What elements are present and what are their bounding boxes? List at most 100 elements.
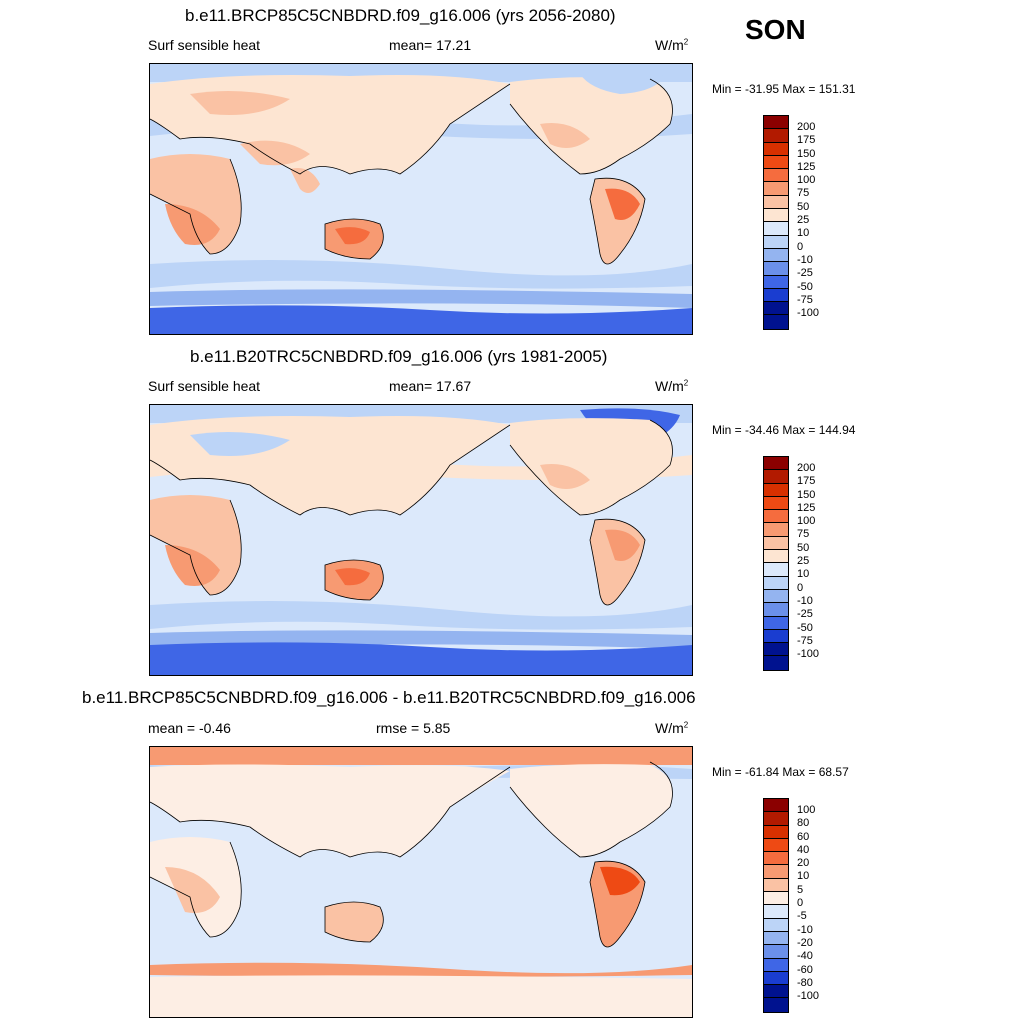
panel2-colorbar — [763, 456, 789, 671]
colorbar-swatch — [764, 985, 788, 999]
colorbar-tick-label: 10 — [797, 227, 810, 240]
colorbar-swatch — [764, 971, 788, 986]
colorbar-swatch — [764, 918, 788, 932]
panel3-colorbar — [763, 798, 789, 1013]
colorbar-tick-label: 50 — [797, 541, 810, 554]
panel1-minmax: Min = -31.95 Max = 151.31 — [712, 82, 856, 96]
colorbar-tick-label: -80 — [797, 976, 813, 989]
colorbar-swatch — [764, 275, 788, 289]
panel1-mean-label: mean= 17.21 — [389, 37, 472, 53]
colorbar-swatch — [764, 589, 788, 604]
colorbar-tick-label: -10 — [797, 923, 813, 936]
colorbar-swatch — [764, 288, 788, 303]
colorbar-swatch — [764, 169, 788, 183]
colorbar-swatch — [764, 457, 788, 471]
colorbar-tick-label: 100 — [797, 174, 816, 187]
season-label: SON — [745, 14, 806, 45]
colorbar-tick-label: -40 — [797, 950, 813, 963]
colorbar-swatch — [764, 142, 788, 156]
colorbar-swatch — [764, 603, 788, 617]
colorbar-swatch — [764, 536, 788, 551]
colorbar-tick-label: 75 — [797, 528, 810, 541]
colorbar-swatch — [764, 523, 788, 537]
panel3-title: b.e11.BRCP85C5CNBDRD.f09_g16.006 - b.e11… — [82, 688, 696, 707]
colorbar-swatch — [764, 496, 788, 511]
colorbar-swatch — [764, 958, 788, 972]
colorbar-tick-label: 40 — [797, 843, 810, 856]
colorbar-swatch — [764, 865, 788, 879]
panel2-units: W/m2 — [655, 378, 689, 394]
colorbar-swatch — [764, 905, 788, 919]
colorbar-swatch — [764, 222, 788, 236]
colorbar-tick-label: 0 — [797, 240, 804, 253]
colorbar-swatch — [764, 812, 788, 826]
colorbar-tick-label: -20 — [797, 936, 813, 949]
colorbar-swatch — [764, 656, 788, 670]
colorbar-swatch — [764, 799, 788, 813]
panel3-rmse-label: rmse = 5.85 — [376, 720, 451, 736]
colorbar-swatch — [764, 470, 788, 484]
colorbar-tick-label: -75 — [797, 293, 813, 306]
colorbar-swatch — [764, 825, 788, 839]
panel1-map — [149, 63, 693, 335]
colorbar-tick-label: 175 — [797, 475, 816, 488]
colorbar-swatch — [764, 116, 788, 130]
panel3-map — [149, 746, 693, 1018]
panel1-colorbar-labels: 200 175 150 125 100 75 50 25 10 0 -10 -25 -50 -75 -100 — [797, 115, 819, 319]
colorbar-tick-label: -75 — [797, 634, 813, 647]
colorbar-swatch — [764, 483, 788, 497]
colorbar-swatch — [764, 852, 788, 866]
colorbar-tick-label: -10 — [797, 594, 813, 607]
colorbar-tick-label: -50 — [797, 280, 813, 293]
panel2-colorbar-labels: 200 175 150 125 100 75 50 25 10 0 -10 -25 -50 -75 -100 — [797, 456, 819, 660]
panel3-units: W/m2 — [655, 720, 689, 736]
panel1-variable-label: Surf sensible heat — [148, 37, 261, 53]
colorbar-tick-label: 100 — [797, 804, 816, 816]
colorbar-tick-label: -100 — [797, 648, 820, 661]
colorbar-tick-label: 75 — [797, 187, 810, 200]
colorbar-swatch — [764, 878, 788, 893]
colorbar-swatch — [764, 892, 788, 906]
colorbar-tick-label: -60 — [797, 963, 813, 976]
colorbar-swatch — [764, 550, 788, 564]
colorbar-tick-label: -5 — [797, 910, 807, 923]
colorbar-tick-label: -25 — [797, 267, 813, 280]
colorbar-tick-label: -25 — [797, 608, 813, 621]
colorbar-swatch — [764, 576, 788, 590]
colorbar-swatch — [764, 129, 788, 143]
panel3-mean-label: mean = -0.46 — [148, 720, 231, 736]
colorbar-swatch — [764, 629, 788, 644]
colorbar-swatch — [764, 195, 788, 210]
panel1-colorbar — [763, 115, 789, 330]
colorbar-tick-label: 25 — [797, 555, 810, 568]
colorbar-swatch — [764, 838, 788, 853]
colorbar-swatch — [764, 302, 788, 316]
colorbar-tick-label: 125 — [797, 160, 816, 173]
colorbar-tick-label: 175 — [797, 134, 816, 147]
colorbar-tick-label: 125 — [797, 501, 816, 514]
colorbar-swatch — [764, 510, 788, 524]
colorbar-tick-label: -100 — [797, 990, 820, 1003]
colorbar-tick-label: 150 — [797, 147, 816, 160]
panel3-minmax: Min = -61.84 Max = 68.57 — [712, 765, 849, 779]
colorbar-swatch — [764, 998, 788, 1012]
panel3-colorbar-labels: 100 80 60 40 20 10 5 0 -5 -10 -20 -40 -60 -80 -100 — [797, 798, 819, 1002]
colorbar-tick-label: 0 — [797, 897, 804, 910]
colorbar-tick-label: 150 — [797, 488, 816, 501]
panel2-mean-label: mean= 17.67 — [389, 378, 472, 394]
panel2-map — [149, 404, 693, 676]
colorbar-tick-label: 200 — [797, 121, 816, 133]
colorbar-tick-label: 5 — [797, 883, 804, 896]
panel1-units: W/m2 — [655, 37, 689, 53]
colorbar-swatch — [764, 182, 788, 196]
colorbar-tick-label: 80 — [797, 817, 810, 830]
colorbar-swatch — [764, 155, 788, 170]
colorbar-swatch — [764, 643, 788, 657]
panel2-minmax: Min = -34.46 Max = 144.94 — [712, 423, 856, 437]
colorbar-tick-label: 100 — [797, 515, 816, 528]
colorbar-swatch — [764, 209, 788, 223]
colorbar-swatch — [764, 235, 788, 249]
colorbar-tick-label: -50 — [797, 621, 813, 634]
colorbar-tick-label: -10 — [797, 253, 813, 266]
colorbar-swatch — [764, 262, 788, 276]
